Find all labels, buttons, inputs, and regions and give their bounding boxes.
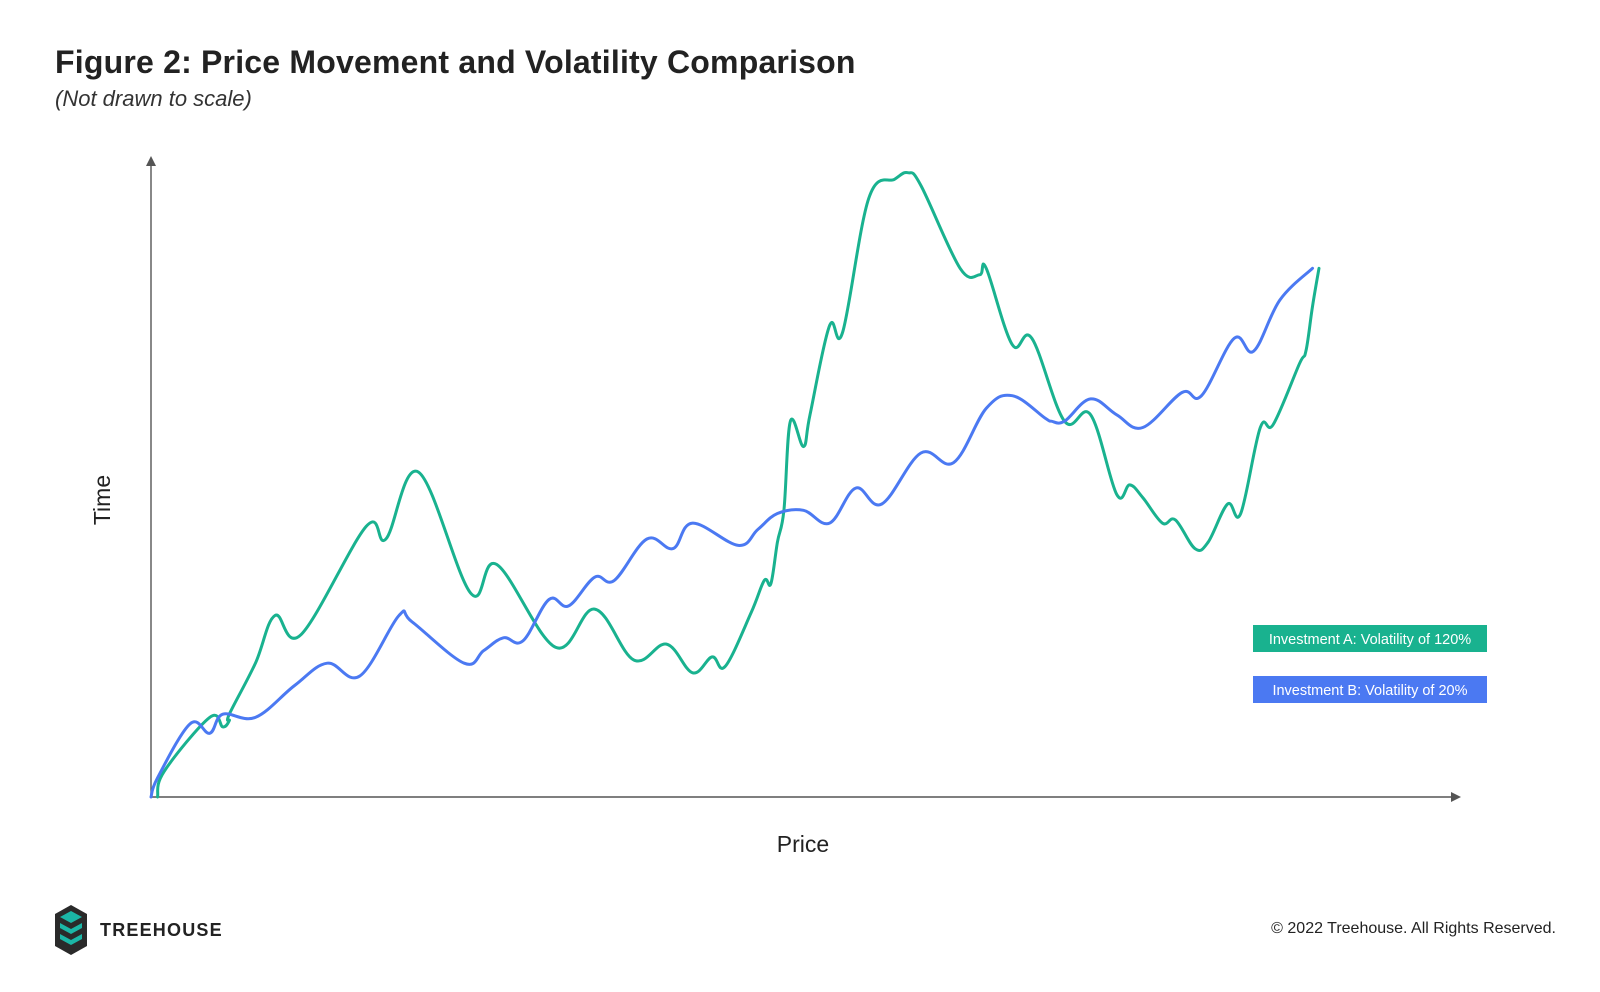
axes	[146, 156, 1461, 802]
x-axis-arrow-icon	[1451, 792, 1461, 802]
y-axis-label: Time	[89, 475, 115, 525]
brand-name: TREEHOUSE	[100, 920, 223, 941]
treehouse-brand: TREEHOUSE	[54, 904, 223, 956]
treehouse-logo-icon	[54, 904, 88, 956]
legend-label: Investment B: Volatility of 20%	[1272, 683, 1467, 699]
y-axis-arrow-icon	[146, 156, 156, 166]
series-line-investment-a	[158, 172, 1320, 797]
legend-label: Investment A: Volatility of 120%	[1269, 632, 1471, 648]
legend-item: Investment A: Volatility of 120%	[1253, 625, 1487, 652]
legend-item: Investment B: Volatility of 20%	[1253, 676, 1487, 703]
series-layer	[151, 172, 1319, 797]
x-axis-label: Price	[777, 831, 829, 857]
series-line-investment-b	[151, 268, 1313, 797]
line-chart: Time Price Investment A: Volatility of 1…	[0, 0, 1600, 880]
copyright-text: © 2022 Treehouse. All Rights Reserved.	[1271, 920, 1556, 938]
legend: Investment A: Volatility of 120% Investme…	[1253, 625, 1487, 703]
